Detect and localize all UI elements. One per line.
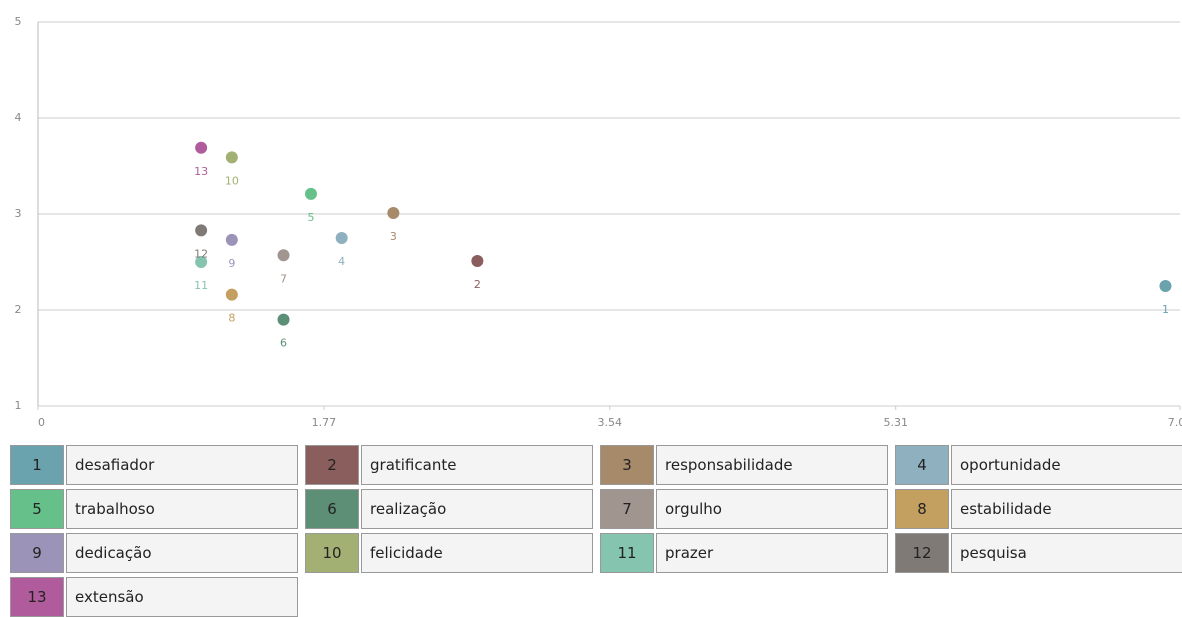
point-label: 1	[1162, 303, 1169, 316]
legend-number: 7	[600, 489, 654, 529]
y-tick-label: 4	[15, 111, 22, 124]
point	[387, 207, 400, 220]
legend-item: 3 responsabilidade	[600, 445, 888, 485]
point	[195, 141, 208, 154]
legend-item: 6 realização	[305, 489, 593, 529]
point	[471, 255, 484, 268]
point-label: 10	[225, 174, 239, 187]
legend-label: pesquisa	[951, 533, 1182, 573]
legend-number: 1	[10, 445, 64, 485]
legend-item: 8 estabilidade	[895, 489, 1182, 529]
point-label: 5	[307, 211, 314, 224]
point	[195, 224, 208, 237]
point-label: 13	[194, 165, 208, 178]
legend-number: 11	[600, 533, 654, 573]
legend-label: realização	[361, 489, 593, 529]
legend-item: 5 trabalhoso	[10, 489, 298, 529]
legend-item: 13 extensão	[10, 577, 298, 617]
legend-item: 4 oportunidade	[895, 445, 1182, 485]
point-label: 6	[280, 337, 287, 350]
legend-number: 2	[305, 445, 359, 485]
point-label: 4	[338, 255, 345, 268]
x-tick-label: 7.07	[1168, 416, 1182, 429]
legend-label: estabilidade	[951, 489, 1182, 529]
x-tick-label: 5.31	[883, 416, 908, 429]
point	[304, 187, 317, 200]
legend-item: 7 orgulho	[600, 489, 888, 529]
legend-label: dedicação	[66, 533, 298, 573]
x-tick-label: 0	[38, 416, 45, 429]
point-label: 8	[228, 312, 235, 325]
point	[1159, 280, 1172, 292]
point	[225, 233, 238, 246]
legend-label: oportunidade	[951, 445, 1182, 485]
y-tick-label: 1	[15, 399, 22, 412]
legend-label: trabalhoso	[66, 489, 298, 529]
legend-label: prazer	[656, 533, 888, 573]
point-label: 3	[390, 230, 397, 243]
y-tick-label: 2	[15, 303, 22, 316]
legend-number: 6	[305, 489, 359, 529]
point-label: 12	[194, 247, 208, 260]
x-tick-label: 3.54	[598, 416, 623, 429]
x-tick-label: 1.77	[312, 416, 337, 429]
legend-number: 12	[895, 533, 949, 573]
point	[277, 313, 290, 326]
point	[335, 232, 348, 244]
legend-number: 4	[895, 445, 949, 485]
legend-item: 1 desafiador	[10, 445, 298, 485]
legend-label: orgulho	[656, 489, 888, 529]
point-label: 2	[474, 278, 481, 291]
legend-item: 11 prazer	[600, 533, 888, 573]
point	[195, 256, 208, 268]
legend-item: 12 pesquisa	[895, 533, 1182, 573]
legend-label: felicidade	[361, 533, 593, 573]
point-label: 9	[228, 257, 235, 270]
legend-number: 13	[10, 577, 64, 617]
point	[225, 288, 238, 301]
legend-item: 9 dedicação	[10, 533, 298, 573]
point-label: 11	[194, 279, 208, 292]
legend-label: desafiador	[66, 445, 298, 485]
legend-label: gratificante	[361, 445, 593, 485]
legend-item: 10 felicidade	[305, 533, 593, 573]
point	[277, 249, 290, 262]
legend-number: 10	[305, 533, 359, 573]
y-tick-label: 3	[15, 207, 22, 220]
legend-number: 3	[600, 445, 654, 485]
point-label: 7	[280, 272, 287, 285]
legend-label: extensão	[66, 577, 298, 617]
legend-number: 9	[10, 533, 64, 573]
y-tick-label: 5	[15, 15, 22, 28]
legend-number: 8	[895, 489, 949, 529]
legend-label: responsabilidade	[656, 445, 888, 485]
legend-number: 5	[10, 489, 64, 529]
point	[225, 151, 238, 164]
legend-item: 2 gratificante	[305, 445, 593, 485]
